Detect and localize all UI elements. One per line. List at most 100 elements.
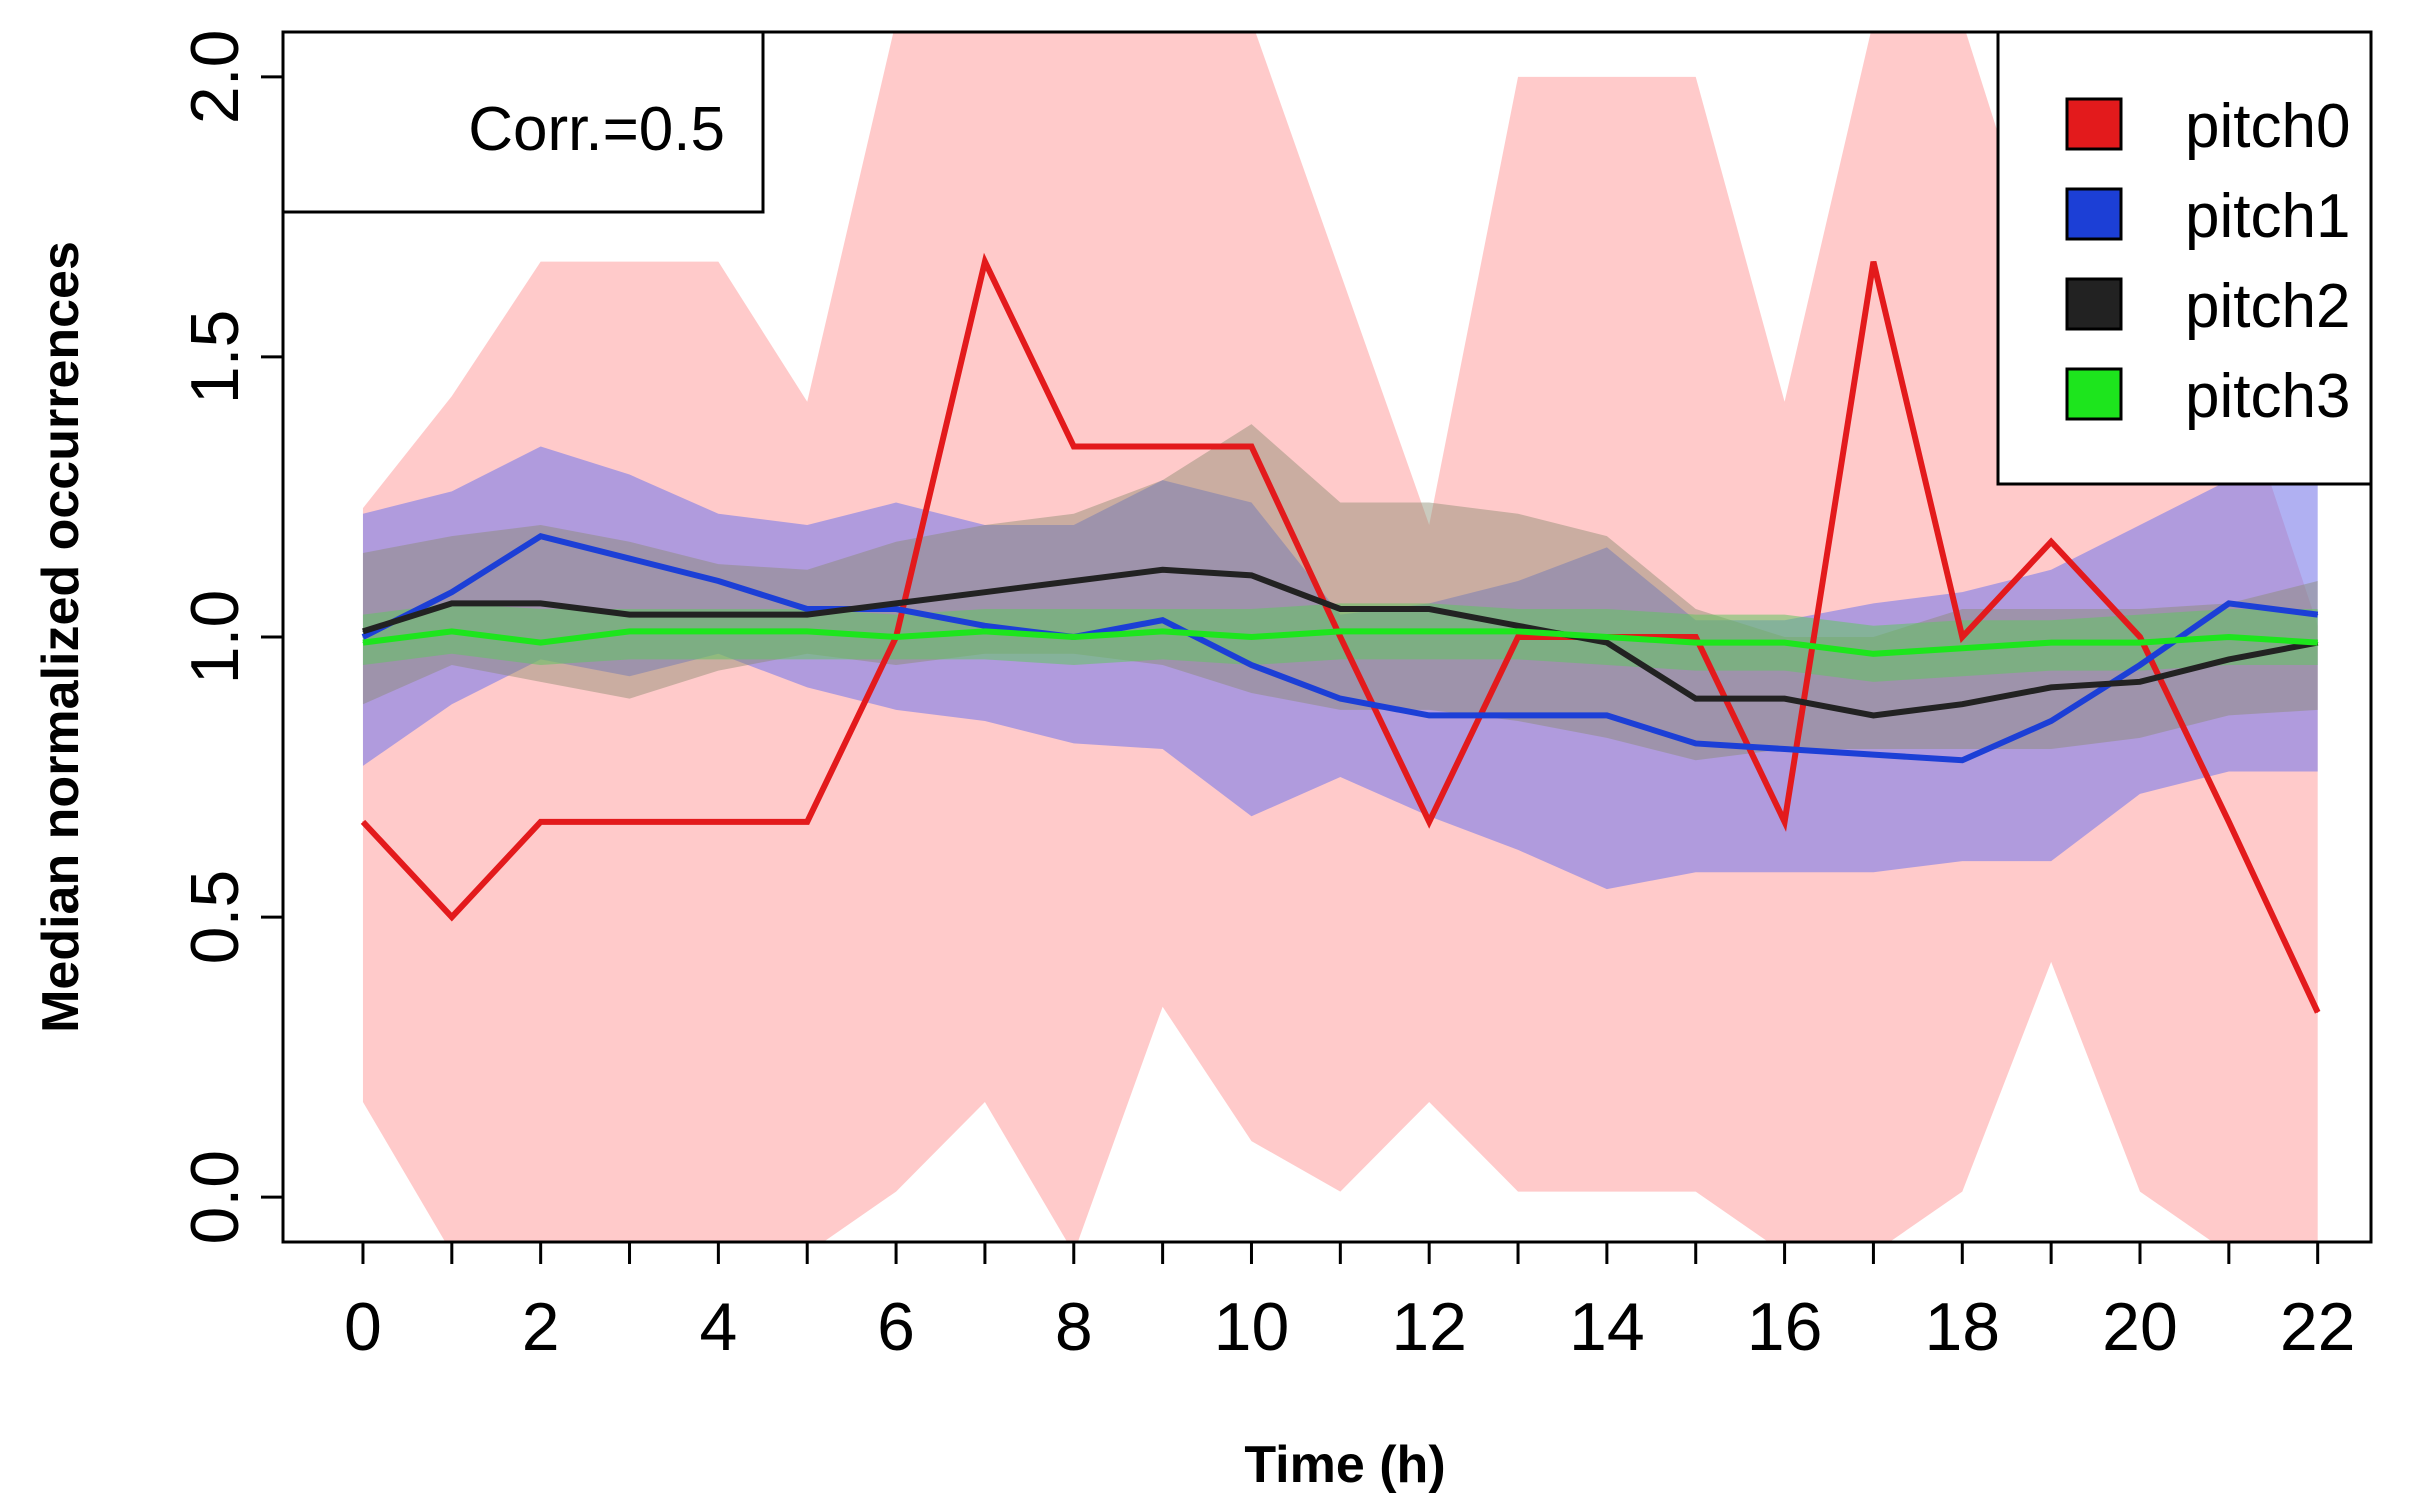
series-lines	[360, 252, 2321, 1014]
pitch1-legend-label: pitch1	[2185, 182, 2350, 251]
x-tick-label: 4	[699, 1289, 737, 1365]
y-tick-label: 1.5	[177, 310, 253, 405]
pitch0-point	[1073, 446, 1075, 448]
pitch3-point	[629, 630, 631, 632]
pitch2-point	[895, 602, 897, 604]
pitch2-legend-label: pitch2	[2185, 272, 2350, 341]
corr-annotation-box: Corr.=0.5	[281, 30, 765, 214]
pitch0-point	[1339, 636, 1341, 638]
pitch0-point	[2139, 636, 2141, 638]
pitch2-point	[1872, 714, 1874, 716]
pitch2-point	[362, 630, 364, 632]
pitch0-point	[2050, 541, 2052, 543]
pitch0-point	[984, 261, 986, 263]
pitch3-point	[1784, 642, 1786, 644]
pitch2-point	[717, 614, 719, 616]
pitch1-point	[2228, 602, 2230, 604]
pitch3-point	[2317, 642, 2319, 644]
pitch3-point	[1250, 636, 1252, 638]
pitch1-band	[362, 446, 2318, 890]
x-tick-label: 8	[1055, 1289, 1093, 1365]
pitch2-point	[2228, 658, 2230, 660]
pitch1-point	[1872, 754, 1874, 756]
pitch3-point	[1606, 636, 1608, 638]
pitch3-point	[362, 642, 364, 644]
pitch2-point	[1517, 625, 1519, 627]
x-tick-label: 12	[1391, 1289, 1467, 1365]
pitch1-point	[1517, 714, 1519, 716]
pitch1-point	[540, 535, 542, 537]
pitch1-point	[984, 625, 986, 627]
pitch3-point	[806, 630, 808, 632]
y-tick-label: 2.0	[177, 30, 253, 125]
pitch1-point	[1162, 619, 1164, 621]
pitch2-point	[984, 591, 986, 593]
x-tick-label: 22	[2280, 1289, 2356, 1365]
pitch1-point	[629, 558, 631, 560]
pitch3-point	[451, 630, 453, 632]
corr-annotation: Corr.=0.5	[468, 95, 725, 164]
pitch0-point	[1961, 636, 1963, 638]
pitch0-legend-label: pitch0	[2185, 92, 2350, 161]
pitch1-point	[2139, 664, 2141, 666]
x-tick-label: 14	[1569, 1289, 1645, 1365]
pitch0-point	[362, 821, 364, 823]
y-axis-title: Median normalized occurrences	[32, 241, 90, 1033]
pitch1-point	[1428, 714, 1430, 716]
pitch2-point	[1428, 608, 1430, 610]
pitch1-point	[451, 591, 453, 593]
y-tick-label: 1.0	[177, 590, 253, 685]
pitch3-point	[984, 630, 986, 632]
pitch2-point	[1784, 698, 1786, 700]
pitch0-point	[2317, 1011, 2319, 1013]
pitch3-point	[717, 630, 719, 632]
pitch3-point	[1961, 647, 1963, 649]
pitch3-point	[540, 642, 542, 644]
pitch1-point	[895, 608, 897, 610]
pitch1-point	[806, 608, 808, 610]
pitch1-point	[362, 636, 364, 638]
pitch0-point	[1872, 261, 1874, 263]
x-tick-label: 2	[522, 1289, 560, 1365]
pitch0-point	[1428, 821, 1430, 823]
pitch0-point	[806, 821, 808, 823]
pitch1-point	[1250, 664, 1252, 666]
pitch3-point	[895, 636, 897, 638]
pitch3-point	[1339, 630, 1341, 632]
pitch2-point	[451, 602, 453, 604]
pitch0-point	[629, 821, 631, 823]
pitch3-point	[1073, 636, 1075, 638]
pitch2-point	[1250, 574, 1252, 576]
pitch0-point	[1250, 446, 1252, 448]
x-tick-label: 18	[1924, 1289, 2000, 1365]
pitch1-point	[1695, 742, 1697, 744]
pitch2-point	[2050, 686, 2052, 688]
x-tick-label: 0	[344, 1289, 382, 1365]
pitch1-point	[2050, 720, 2052, 722]
x-tick-label: 16	[1747, 1289, 1823, 1365]
pitch1-point	[717, 580, 719, 582]
pitch1-point	[1606, 714, 1608, 716]
pitch0-point	[2228, 821, 2230, 823]
corr-box-frame	[281, 30, 765, 214]
pitch0-point	[451, 916, 453, 918]
pitch2-point	[1695, 698, 1697, 700]
pitch3-point	[1428, 630, 1430, 632]
y-tick-label: 0.5	[177, 870, 253, 965]
pitch3-point	[1162, 630, 1164, 632]
pitch3-point	[1517, 630, 1519, 632]
x-tick-label: 6	[877, 1289, 915, 1365]
x-axis-title: Time (h)	[1244, 1436, 1445, 1494]
pitch3-point	[2050, 642, 2052, 644]
pitch0-legend-swatch	[2065, 97, 2123, 151]
pitch2-point	[1339, 608, 1341, 610]
pitch1-point	[1961, 759, 1963, 761]
pitch1-point	[2317, 614, 2319, 616]
legend: pitch0 pitch1 pitch2 pitch3	[1996, 30, 2373, 486]
y-tick-label: 0.0	[177, 1150, 253, 1245]
pitch0-point	[1784, 821, 1786, 823]
pitch2-legend-swatch	[2065, 277, 2123, 331]
x-tick-label: 20	[2102, 1289, 2178, 1365]
pitch1-point	[1339, 698, 1341, 700]
pitch0-point	[1517, 636, 1519, 638]
